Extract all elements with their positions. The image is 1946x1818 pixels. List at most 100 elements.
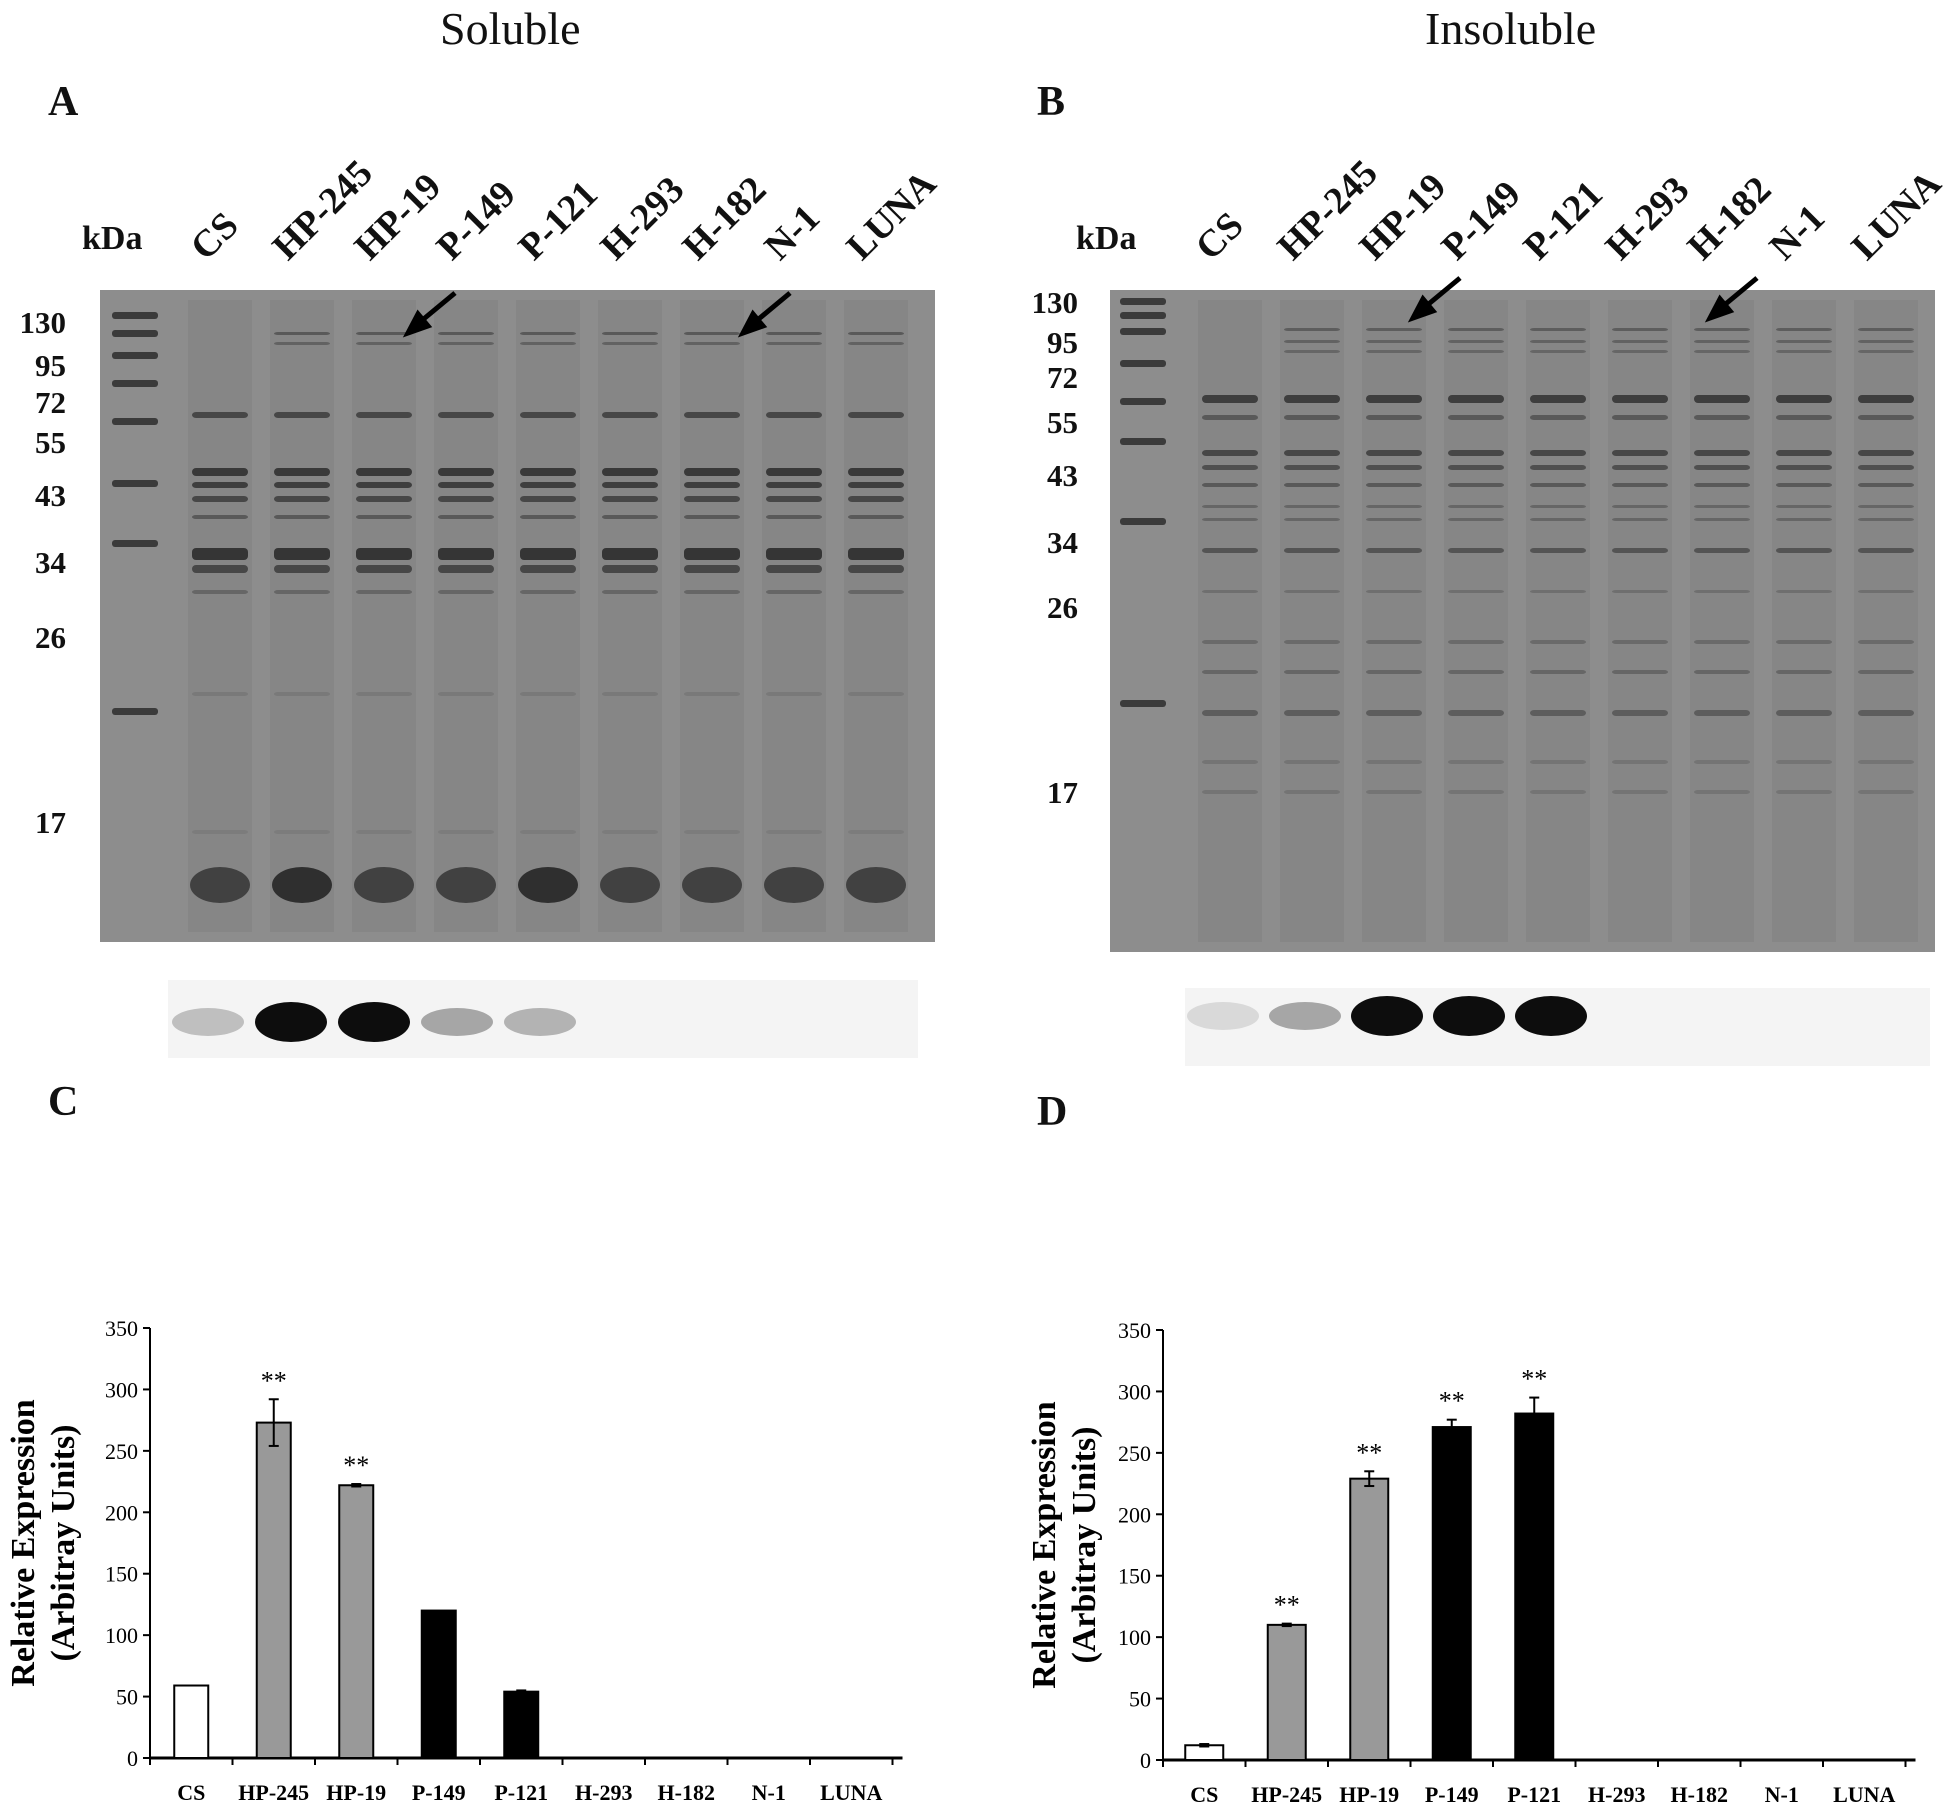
protein-band bbox=[356, 496, 412, 502]
protein-band bbox=[1694, 505, 1750, 508]
protein-band bbox=[520, 692, 576, 696]
ladder-band bbox=[112, 380, 158, 387]
protein-band bbox=[356, 515, 412, 519]
blot-bands-soluble bbox=[172, 1002, 576, 1042]
significance-mark: ** bbox=[1356, 1438, 1382, 1467]
protein-band bbox=[1284, 350, 1340, 353]
blot-band bbox=[1187, 1002, 1259, 1030]
protein-band bbox=[1530, 670, 1586, 674]
protein-band bbox=[1284, 790, 1340, 794]
protein-band bbox=[848, 590, 904, 594]
gel-lanes-insoluble bbox=[1110, 290, 1935, 952]
protein-band bbox=[602, 692, 658, 696]
protein-band bbox=[684, 565, 740, 573]
protein-band bbox=[192, 468, 248, 476]
protein-band bbox=[1612, 760, 1668, 764]
protein-band bbox=[1858, 483, 1914, 487]
protein-band bbox=[1202, 548, 1258, 553]
protein-band bbox=[1366, 415, 1422, 420]
gel-lane bbox=[680, 300, 744, 932]
protein-band bbox=[1366, 340, 1422, 343]
ladder-band bbox=[1120, 312, 1166, 319]
protein-band bbox=[684, 692, 740, 696]
protein-band bbox=[1448, 760, 1504, 764]
gel-lane bbox=[1280, 300, 1344, 942]
protein-band bbox=[192, 515, 248, 519]
protein-band bbox=[1612, 350, 1668, 353]
arrow-icon bbox=[1407, 294, 1438, 323]
protein-band bbox=[1858, 350, 1914, 353]
protein-band bbox=[1284, 415, 1340, 420]
x-tick-label: CS bbox=[177, 1780, 205, 1805]
protein-band bbox=[1448, 450, 1504, 456]
protein-band bbox=[602, 482, 658, 488]
protein-band bbox=[438, 412, 494, 418]
y-tick-label: 300 bbox=[105, 1377, 138, 1402]
y-tick-label: 250 bbox=[1118, 1441, 1151, 1466]
protein-band bbox=[1202, 640, 1258, 644]
protein-band bbox=[1612, 518, 1668, 521]
x-tick-label: H-293 bbox=[575, 1780, 632, 1805]
protein-band bbox=[520, 565, 576, 573]
ladder-band bbox=[1120, 438, 1166, 445]
ladder-band bbox=[112, 480, 158, 487]
marker-label: 130 bbox=[19, 305, 67, 340]
marker-label: 55 bbox=[35, 425, 66, 460]
protein-band bbox=[1612, 548, 1668, 553]
protein-band bbox=[1284, 450, 1340, 456]
protein-band bbox=[1612, 590, 1668, 593]
protein-band bbox=[602, 515, 658, 519]
protein-band bbox=[1694, 548, 1750, 553]
protein-band bbox=[1776, 710, 1832, 716]
protein-band bbox=[766, 342, 822, 345]
protein-band bbox=[1694, 590, 1750, 593]
y-axis-label: Relative Expression bbox=[1026, 1401, 1063, 1689]
protein-band bbox=[520, 342, 576, 345]
protein-band bbox=[1284, 640, 1340, 644]
protein-band bbox=[602, 565, 658, 573]
protein-band bbox=[1776, 340, 1832, 343]
protein-band bbox=[1202, 760, 1258, 764]
x-tick-label: HP-245 bbox=[238, 1780, 309, 1805]
protein-band bbox=[684, 548, 740, 560]
blot-band bbox=[504, 1008, 576, 1036]
bar bbox=[1349, 1477, 1390, 1761]
protein-band bbox=[1530, 350, 1586, 353]
y-tick-label: 100 bbox=[1118, 1625, 1151, 1650]
protein-band bbox=[1284, 483, 1340, 487]
gel-lane bbox=[352, 300, 416, 932]
protein-band bbox=[1694, 710, 1750, 716]
marker-label: 43 bbox=[1047, 458, 1078, 493]
protein-band bbox=[600, 867, 660, 903]
protein-band bbox=[1366, 670, 1422, 674]
protein-band bbox=[682, 867, 742, 903]
marker-label: 34 bbox=[35, 545, 66, 580]
protein-band bbox=[356, 412, 412, 418]
x-tick-label: CS bbox=[1190, 1782, 1218, 1807]
panel-letter-a: A bbox=[48, 79, 79, 125]
protein-band bbox=[602, 830, 658, 834]
marker-label: 55 bbox=[1047, 405, 1078, 440]
protein-band bbox=[1448, 465, 1504, 470]
gel-lane bbox=[1362, 300, 1426, 942]
marker-label: 43 bbox=[35, 478, 66, 513]
kda-label-b: kDa bbox=[1076, 220, 1137, 257]
protein-band bbox=[1448, 590, 1504, 593]
western-blot-soluble bbox=[168, 980, 918, 1058]
protein-band bbox=[1612, 505, 1668, 508]
blot-bands-insoluble bbox=[1187, 996, 1587, 1036]
marker-label: 95 bbox=[35, 348, 66, 383]
protein-band bbox=[1776, 465, 1832, 470]
protein-band bbox=[1530, 415, 1586, 420]
protein-band bbox=[1612, 465, 1668, 470]
protein-band bbox=[1530, 465, 1586, 470]
protein-band bbox=[1612, 790, 1668, 794]
protein-band bbox=[1448, 640, 1504, 644]
bar bbox=[1514, 1412, 1555, 1761]
bar bbox=[338, 1484, 375, 1759]
protein-band bbox=[1694, 328, 1750, 331]
protein-band bbox=[1448, 790, 1504, 794]
protein-band bbox=[1612, 395, 1668, 403]
x-tick-label: HP-245 bbox=[1251, 1782, 1322, 1807]
protein-band bbox=[1776, 328, 1832, 331]
